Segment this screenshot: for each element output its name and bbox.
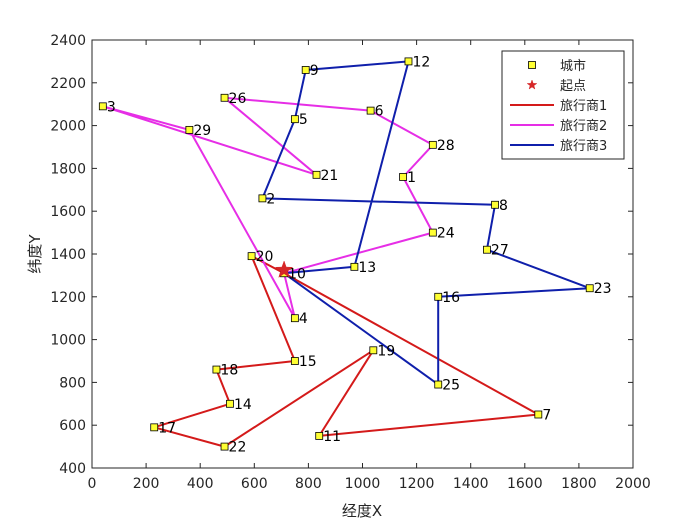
city-label-3: 3 [107,99,116,115]
x-tick-label-1400: 1400 [453,476,489,492]
y-tick-label-1400: 1400 [50,247,86,263]
city-marker-16 [434,292,443,301]
city-label-18: 18 [220,363,238,379]
city-label-24: 24 [437,226,455,242]
y-tick-label-1800: 1800 [50,161,86,177]
city-marker-25 [434,380,443,389]
city-labels: 1234567891011121314151617181920212223242… [107,54,612,455]
city-marker-14 [226,399,234,408]
x-tick-label-1800: 1800 [561,476,597,492]
y-tick-label-400: 400 [59,461,86,477]
city-label-16: 16 [442,290,460,306]
city-label-7: 7 [542,408,551,424]
y-tick-label-800: 800 [59,375,86,391]
y-tick-label-2400: 2400 [50,33,86,49]
city-marker-1 [399,173,407,181]
city-marker-12 [404,57,413,66]
city-marker-13 [350,262,359,271]
city-marker-11 [315,431,324,440]
legend-symbol-start [526,79,538,90]
city-marker-19 [369,346,378,355]
city-label-5: 5 [299,112,308,128]
x-tick-label-800: 800 [295,476,322,492]
y-axis-title: 纬度Y [26,234,44,274]
city-marker-27 [483,245,491,254]
city-label-29: 29 [193,123,211,139]
city-marker-17 [150,423,159,432]
city-marker-5 [290,115,299,124]
x-tick-label-600: 600 [241,476,268,492]
legend-label-3: 旅行商2 [560,119,607,134]
x-tick-label-200: 200 [133,476,160,492]
city-label-1: 1 [407,170,416,186]
city-marker-20 [247,252,256,261]
city-label-22: 22 [229,440,247,456]
city-label-26: 26 [229,91,247,107]
x-tick-label-0: 0 [88,476,97,492]
start-marker [274,260,294,278]
city-markers [98,57,594,451]
legend-label-0: 城市 [560,58,586,74]
y-axis-ticks: 400 600 800 1000 1200 1400 1600 1800 2000 2200 240… [50,33,633,477]
y-tick-label-2200: 2200 [50,76,86,92]
city-label-19: 19 [377,343,395,359]
city-label-23: 23 [594,281,612,297]
route-line-3 [261,60,591,386]
city-label-15: 15 [299,354,317,370]
city-marker-15 [290,357,299,365]
x-axis-title: 经度X [342,502,382,520]
city-marker-29 [185,125,194,134]
x-tick-label-2000: 2000 [615,476,651,492]
city-label-28: 28 [437,138,455,154]
city-marker-28 [428,140,437,149]
city-label-21: 21 [321,168,339,184]
city-marker-24 [428,228,437,237]
x-tick-label-400: 400 [187,476,214,492]
city-label-25: 25 [442,378,460,394]
city-label-2: 2 [266,191,275,207]
city-label-17: 17 [158,420,176,436]
city-marker-18 [212,365,221,374]
y-tick-label-600: 600 [59,418,86,434]
city-marker-9 [301,66,310,74]
city-label-20: 20 [256,249,274,265]
x-axis-ticks: 0 200 400 600 800 1000 1200 1400 1600 1800 2000 [88,40,651,492]
city-marker-22 [220,442,229,451]
y-tick-label-2000: 2000 [50,119,86,135]
city-marker-8 [491,200,499,209]
y-tick-label-1000: 1000 [50,333,86,349]
legend-label-1: 起点 [560,79,586,94]
x-tick-label-1000: 1000 [345,476,381,492]
city-label-8: 8 [499,198,508,214]
city-label-11: 11 [323,429,341,445]
city-label-14: 14 [234,397,252,413]
city-marker-2 [258,194,267,203]
city-marker-23 [585,284,594,293]
start-star [274,260,294,278]
city-marker-4 [290,314,299,323]
city-label-13: 13 [358,260,376,276]
city-label-27: 27 [491,243,509,259]
city-marker-3 [98,102,107,111]
city-label-4: 4 [299,311,308,327]
x-tick-label-1600: 1600 [507,476,543,492]
x-tick-label-1200: 1200 [399,476,435,492]
city-marker-7 [534,410,543,419]
city-marker-26 [220,93,229,102]
city-label-9: 9 [310,63,319,79]
city-label-10: 10 [288,266,306,282]
city-label-12: 12 [412,54,430,70]
legend-label-4: 旅行商3 [560,139,607,154]
city-label-6: 6 [375,104,384,120]
y-tick-label-1200: 1200 [50,290,86,306]
legend-label-2: 旅行商1 [560,99,607,114]
y-tick-label-1600: 1600 [50,204,86,220]
city-marker-6 [366,106,375,115]
city-marker-21 [312,170,321,179]
legend-symbol-city [528,61,536,69]
